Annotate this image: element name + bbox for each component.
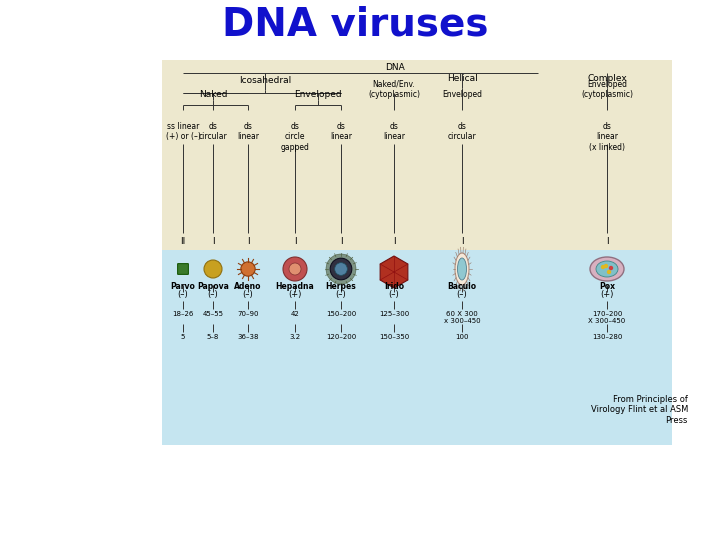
Polygon shape xyxy=(380,256,408,288)
Ellipse shape xyxy=(455,253,469,285)
Text: 150–200: 150–200 xyxy=(326,311,356,317)
FancyBboxPatch shape xyxy=(178,264,189,274)
Text: ss linear
(+) or (–): ss linear (+) or (–) xyxy=(166,122,200,141)
Text: 100: 100 xyxy=(455,334,469,340)
Text: 5–8: 5–8 xyxy=(207,334,219,340)
Text: 170–200
X 300–450: 170–200 X 300–450 xyxy=(588,311,626,324)
Ellipse shape xyxy=(590,257,624,281)
Circle shape xyxy=(601,266,605,268)
Text: 120–200: 120–200 xyxy=(326,334,356,340)
Text: Naked/Env.
(cytoplasmic): Naked/Env. (cytoplasmic) xyxy=(368,79,420,99)
Bar xyxy=(162,250,672,445)
Text: 60 X 300
x 300–450: 60 X 300 x 300–450 xyxy=(444,311,480,324)
Text: Papova: Papova xyxy=(197,282,229,291)
Text: (–): (–) xyxy=(389,291,400,300)
Text: Herpes: Herpes xyxy=(325,282,356,291)
Bar xyxy=(162,60,672,250)
Text: Enveloped: Enveloped xyxy=(442,90,482,99)
Text: (+): (+) xyxy=(600,291,613,300)
Text: I: I xyxy=(606,237,608,246)
Text: Icosahedral: Icosahedral xyxy=(239,76,291,85)
Text: I: I xyxy=(340,237,342,246)
Circle shape xyxy=(330,258,352,280)
Text: 45–55: 45–55 xyxy=(202,311,223,317)
Text: ds
linear: ds linear xyxy=(330,122,352,141)
Text: 150–350: 150–350 xyxy=(379,334,409,340)
Text: 125–300: 125–300 xyxy=(379,311,409,317)
Text: ds
circular: ds circular xyxy=(199,122,228,141)
Text: ds
linear
(x linked): ds linear (x linked) xyxy=(589,122,625,152)
Text: Parvo: Parvo xyxy=(171,282,195,291)
Text: II: II xyxy=(181,237,186,246)
Text: I: I xyxy=(294,237,297,246)
Text: 42: 42 xyxy=(291,311,300,317)
Text: From Principles of
Virology Flint et al ASM
Press: From Principles of Virology Flint et al … xyxy=(590,395,688,425)
Text: 36–38: 36–38 xyxy=(238,334,258,340)
Text: Helical: Helical xyxy=(446,74,477,83)
Text: (–): (–) xyxy=(207,291,218,300)
Text: I: I xyxy=(461,237,463,246)
Text: I: I xyxy=(247,237,249,246)
Text: Enveloped: Enveloped xyxy=(294,90,342,99)
Text: Hepadna: Hepadna xyxy=(276,282,315,291)
Circle shape xyxy=(204,260,222,278)
Circle shape xyxy=(335,262,347,275)
Text: Naked: Naked xyxy=(199,90,228,99)
Text: Enveloped
(cytoplasmic): Enveloped (cytoplasmic) xyxy=(581,79,633,99)
Text: ds
linear: ds linear xyxy=(383,122,405,141)
Text: Complex: Complex xyxy=(587,74,627,83)
Text: I: I xyxy=(212,237,215,246)
Ellipse shape xyxy=(457,258,467,280)
Circle shape xyxy=(610,267,613,269)
Circle shape xyxy=(283,257,307,281)
Text: DNA: DNA xyxy=(385,63,405,71)
Text: I: I xyxy=(392,237,395,246)
Ellipse shape xyxy=(596,261,618,277)
Text: Pox: Pox xyxy=(599,282,615,291)
Text: (–): (–) xyxy=(178,291,189,300)
Text: ds
linear: ds linear xyxy=(237,122,259,141)
Text: ds
circular: ds circular xyxy=(448,122,477,141)
Circle shape xyxy=(608,271,611,273)
Text: (–): (–) xyxy=(243,291,253,300)
Circle shape xyxy=(605,265,608,267)
Text: 130–280: 130–280 xyxy=(592,334,622,340)
Circle shape xyxy=(241,262,255,276)
Text: 18–26: 18–26 xyxy=(172,311,194,317)
Text: DNA viruses: DNA viruses xyxy=(222,6,488,44)
Text: (+): (+) xyxy=(288,291,302,300)
Text: Irido: Irido xyxy=(384,282,404,291)
Text: ds
circle
gapped: ds circle gapped xyxy=(281,122,310,152)
Text: 3.2: 3.2 xyxy=(289,334,300,340)
Text: (–): (–) xyxy=(336,291,346,300)
Circle shape xyxy=(326,254,356,284)
Text: 5: 5 xyxy=(181,334,185,340)
Text: (–): (–) xyxy=(456,291,467,300)
Text: Baculo: Baculo xyxy=(447,282,477,291)
Text: 70–90: 70–90 xyxy=(238,311,258,317)
Text: Adeno: Adeno xyxy=(234,282,262,291)
Circle shape xyxy=(289,263,301,275)
